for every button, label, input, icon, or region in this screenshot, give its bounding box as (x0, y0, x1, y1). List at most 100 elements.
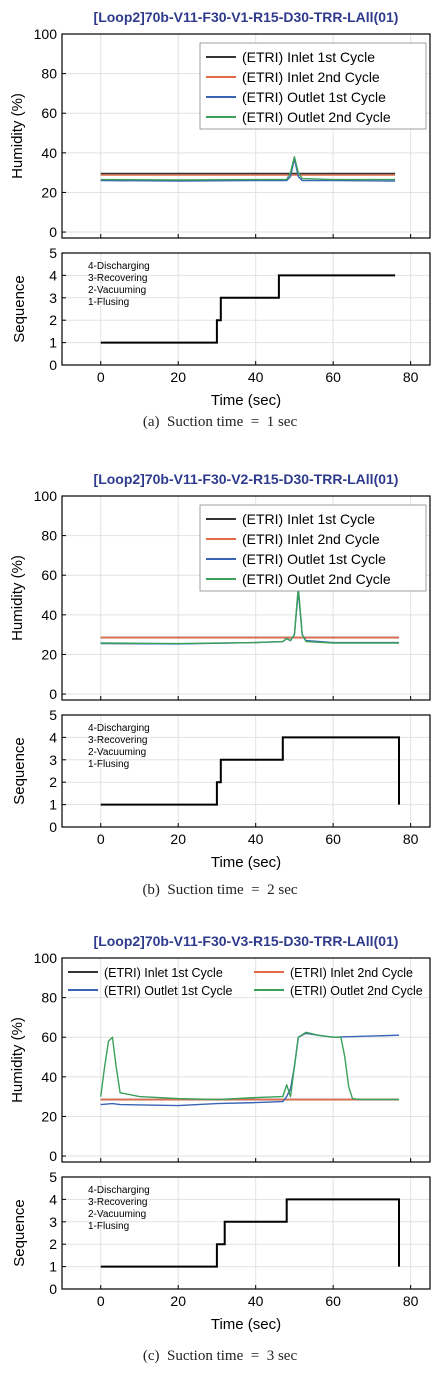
caption-b: (b) Suction time = 2 sec (142, 882, 298, 898)
y-tick-label: 0 (49, 224, 57, 240)
y-tick-label: 60 (41, 105, 57, 121)
sequence-state-label: 3-Recovering (88, 1197, 147, 1208)
seq-top-tick-label: 5 (49, 707, 57, 723)
chart-title: [Loop2]70b-V11-F30-V1-R15-D30-TRR-LAll(0… (94, 9, 399, 25)
sequence-state-label: 2-Vacuuming (88, 285, 146, 296)
sequence-line (100, 736, 400, 806)
seq-y-tick-label: 2 (49, 774, 57, 790)
figure-panel-a: [Loop2]70b-V11-F30-V1-R15-D30-TRR-LAll(0… (0, 0, 440, 462)
figure-panel-c: [Loop2]70b-V11-F30-V3-R15-D30-TRR-LAll(0… (0, 924, 440, 1386)
legend-label-outlet-2nd: (ETRI) Outlet 2nd Cycle (242, 571, 391, 587)
seq-y-tick-label: 1 (49, 797, 57, 813)
legend-box (199, 504, 427, 592)
seq-y-tick-label: 2 (49, 312, 57, 328)
seq-y-axis-label: Sequence (11, 737, 28, 805)
y-tick-label: 40 (41, 1069, 57, 1085)
x-tick-label: 20 (170, 831, 186, 847)
legend-label-inlet-1st: (ETRI) Inlet 1st Cycle (104, 966, 223, 980)
plot-frame-bottom (61, 714, 431, 828)
seq-y-axis-label: Sequence (11, 1199, 28, 1267)
legend-box (199, 42, 427, 130)
x-tick-label: 60 (325, 831, 341, 847)
x-tick-label: 0 (97, 831, 105, 847)
y-tick-label: 100 (34, 488, 58, 504)
y-tick-label: 20 (41, 1108, 57, 1124)
y-tick-label: 60 (41, 1029, 57, 1045)
legend-label-inlet-1st: (ETRI) Inlet 1st Cycle (242, 49, 375, 65)
figure-panel-b: [Loop2]70b-V11-F30-V2-R15-D30-TRR-LAll(0… (0, 462, 440, 924)
x-tick-label: 40 (248, 1293, 264, 1309)
legend-label-inlet-1st: (ETRI) Inlet 1st Cycle (242, 511, 375, 527)
seq-top-tick-label: 5 (49, 1169, 57, 1185)
series-line-outlet-1st (100, 1032, 400, 1107)
chart-title: [Loop2]70b-V11-F30-V2-R15-D30-TRR-LAll(0… (94, 471, 399, 487)
sequence-state-label: 3-Recovering (88, 273, 147, 284)
y-tick-label: 0 (49, 1148, 57, 1164)
seq-y-tick-label: 3 (49, 752, 57, 768)
series-line-outlet-1st (100, 158, 396, 182)
y-tick-label: 80 (41, 66, 57, 82)
chart-a: [Loop2]70b-V11-F30-V1-R15-D30-TRR-LAll(0… (9, 9, 431, 409)
x-tick-label: 60 (325, 1293, 341, 1309)
y-tick-label: 100 (34, 950, 58, 966)
sequence-state-label: 4-Discharging (88, 1185, 150, 1196)
sequence-line (100, 274, 396, 344)
y-tick-label: 60 (41, 567, 57, 583)
y-tick-label: 20 (41, 646, 57, 662)
y-tick-label: 20 (41, 184, 57, 200)
legend-label-inlet-2nd: (ETRI) Inlet 2nd Cycle (290, 966, 413, 980)
y-axis-label: Humidity (%) (9, 1017, 26, 1103)
y-tick-label: 40 (41, 607, 57, 623)
sequence-state-label: 1-Flusing (88, 297, 129, 308)
chart-b: [Loop2]70b-V11-F30-V2-R15-D30-TRR-LAll(0… (9, 471, 431, 871)
x-tick-label: 80 (403, 831, 419, 847)
seq-y-tick-label: 4 (49, 267, 57, 283)
series-line-outlet-2nd (100, 1031, 399, 1101)
legend-label-outlet-1st: (ETRI) Outlet 1st Cycle (104, 984, 233, 998)
sequence-state-label: 2-Vacuuming (88, 1209, 146, 1220)
y-tick-label: 40 (41, 145, 57, 161)
plot-frame-bottom (61, 1176, 431, 1290)
legend-label-outlet-1st: (ETRI) Outlet 1st Cycle (242, 551, 386, 567)
sequence-state-label: 4-Discharging (88, 723, 150, 734)
plot-frame-bottom (61, 252, 431, 366)
plot-frame-top (61, 33, 431, 239)
seq-y-tick-label: 1 (49, 335, 57, 351)
seq-y-tick-label: 4 (49, 729, 57, 745)
legend-label-outlet-2nd: (ETRI) Outlet 2nd Cycle (290, 984, 423, 998)
x-tick-label: 0 (97, 1293, 105, 1309)
y-tick-label: 80 (41, 990, 57, 1006)
x-tick-label: 40 (248, 831, 264, 847)
series-line-outlet-2nd (100, 156, 396, 181)
x-tick-label: 20 (170, 369, 186, 385)
seq-y-tick-label: 0 (49, 819, 57, 835)
plot-frame-top (61, 495, 431, 701)
seq-y-tick-label: 0 (49, 357, 57, 373)
sequence-state-label: 1-Flusing (88, 759, 129, 770)
seq-y-tick-label: 2 (49, 1236, 57, 1252)
seq-y-tick-label: 4 (49, 1191, 57, 1207)
legend-label-inlet-2nd: (ETRI) Inlet 2nd Cycle (242, 69, 380, 85)
y-tick-label: 0 (49, 686, 57, 702)
legend-label-outlet-1st: (ETRI) Outlet 1st Cycle (242, 89, 386, 105)
legend-label-inlet-2nd: (ETRI) Inlet 2nd Cycle (242, 531, 380, 547)
sequence-state-label: 3-Recovering (88, 735, 147, 746)
x-axis-label: Time (sec) (211, 1316, 281, 1333)
y-tick-label: 100 (34, 26, 58, 42)
seq-y-axis-label: Sequence (11, 275, 28, 343)
seq-y-tick-label: 3 (49, 290, 57, 306)
chart-c: [Loop2]70b-V11-F30-V3-R15-D30-TRR-LAll(0… (9, 933, 431, 1333)
x-tick-label: 60 (325, 369, 341, 385)
y-axis-label: Humidity (%) (9, 93, 26, 179)
series-line-outlet-1st (100, 590, 399, 645)
x-tick-label: 80 (403, 369, 419, 385)
sequence-state-label: 2-Vacuuming (88, 747, 146, 758)
legend-label-outlet-2nd: (ETRI) Outlet 2nd Cycle (242, 109, 391, 125)
chart-title: [Loop2]70b-V11-F30-V3-R15-D30-TRR-LAll(0… (94, 933, 399, 949)
caption-c: (c) Suction time = 3 sec (142, 1348, 298, 1364)
sequence-state-label: 1-Flusing (88, 1221, 129, 1232)
seq-top-tick-label: 5 (49, 245, 57, 261)
x-tick-label: 20 (170, 1293, 186, 1309)
x-axis-label: Time (sec) (211, 854, 281, 871)
x-tick-label: 0 (97, 369, 105, 385)
